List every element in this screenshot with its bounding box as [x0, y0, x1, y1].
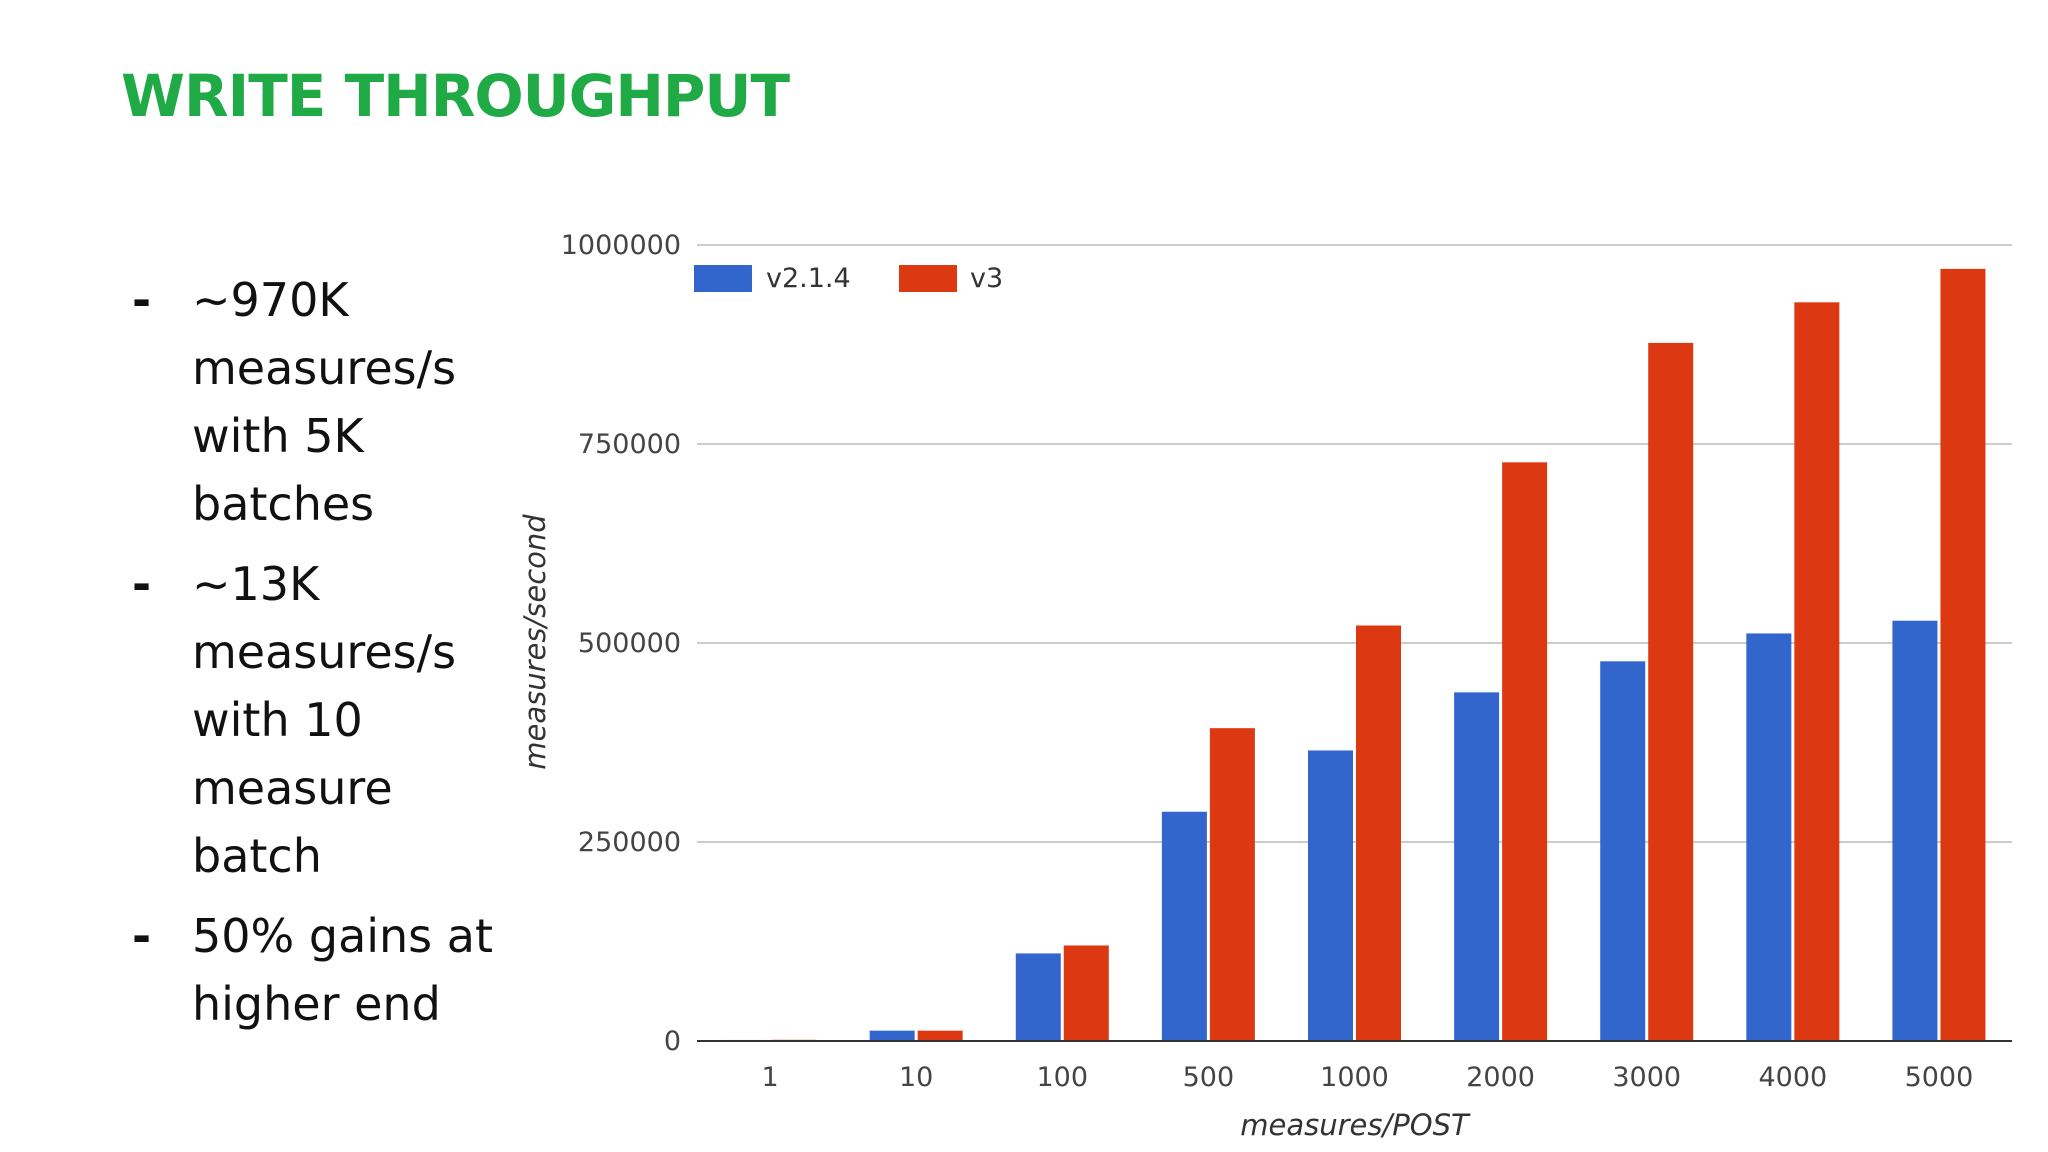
bullet-list: - ~970K measures/s with 5K batches - ~13K …: [126, 266, 506, 1050]
legend-label-v3: v3: [970, 263, 1003, 294]
x-tick-labels: 1 10 100 500 1000 2000 3000 4000 5000: [761, 1062, 1973, 1093]
bar-v2-1-4-3000: [1600, 661, 1646, 1041]
bullet-marker: -: [132, 909, 152, 963]
bullet-item: - ~13K measures/s with 10 measure batch: [126, 550, 506, 890]
bar-v2-1-4-100: [1015, 953, 1061, 1041]
bar-v3-4000: [1794, 302, 1840, 1041]
bar-v3-5000: [1940, 268, 1986, 1041]
bars: [723, 268, 1986, 1042]
x-tick-label: 10: [899, 1062, 933, 1093]
bar-v3-500: [1209, 728, 1255, 1041]
x-tick-label: 1000: [1320, 1062, 1389, 1093]
bar-v3-3000: [1648, 342, 1694, 1042]
gridlines: [697, 244, 2012, 843]
x-tick-label: 500: [1183, 1062, 1235, 1093]
bullet-item: - ~970K measures/s with 5K batches: [126, 266, 506, 538]
y-axis-label: measures/second: [518, 514, 552, 770]
bullet-marker: -: [132, 273, 152, 327]
legend-swatch-v3: [899, 265, 957, 292]
bullet-marker: -: [132, 557, 152, 611]
x-tick-label: 1: [761, 1062, 778, 1093]
bullet-text: 50% gains at higher end: [192, 909, 493, 1031]
slide-title: WRITE THROUGHPUT: [121, 62, 790, 130]
bar-v2-1-4-2000: [1454, 692, 1500, 1041]
y-tick-labels: 0 250000 500000 750000 1000000: [561, 230, 681, 1057]
x-tick-label: 4000: [1758, 1062, 1827, 1093]
x-tick-label: 3000: [1612, 1062, 1681, 1093]
bullet-text: ~970K measures/s with 5K batches: [192, 273, 457, 531]
bar-v2-1-4-500: [1161, 811, 1207, 1041]
x-axis-label: measures/POST: [1240, 1108, 1471, 1142]
legend-label-v2-1-4: v2.1.4: [766, 263, 851, 294]
x-tick-label: 100: [1037, 1062, 1089, 1093]
y-tick-label: 750000: [578, 429, 681, 460]
y-tick-label: 0: [664, 1026, 681, 1057]
bullet-text: ~13K measures/s with 10 measure batch: [192, 557, 457, 883]
legend: v2.1.4 v3: [694, 263, 1003, 294]
bar-v3-2000: [1502, 462, 1548, 1042]
x-tick-label: 2000: [1466, 1062, 1535, 1093]
bar-v2-1-4-10: [869, 1030, 915, 1041]
y-tick-label: 500000: [578, 628, 681, 659]
y-tick-label: 1000000: [561, 230, 681, 261]
x-tick-label: 5000: [1905, 1062, 1974, 1093]
legend-swatch-v2-1-4: [694, 265, 752, 292]
bar-v2-1-4-5000: [1892, 620, 1938, 1041]
bar-v2-1-4-4000: [1746, 633, 1792, 1041]
bar-v2-1-4-1000: [1308, 750, 1353, 1041]
bullet-item: -50% gains at higher end: [126, 902, 506, 1038]
bar-v3-1000: [1356, 625, 1401, 1041]
bar-v3-10: [917, 1030, 963, 1041]
bar-v3-100: [1063, 945, 1109, 1041]
y-tick-label: 250000: [578, 827, 681, 858]
